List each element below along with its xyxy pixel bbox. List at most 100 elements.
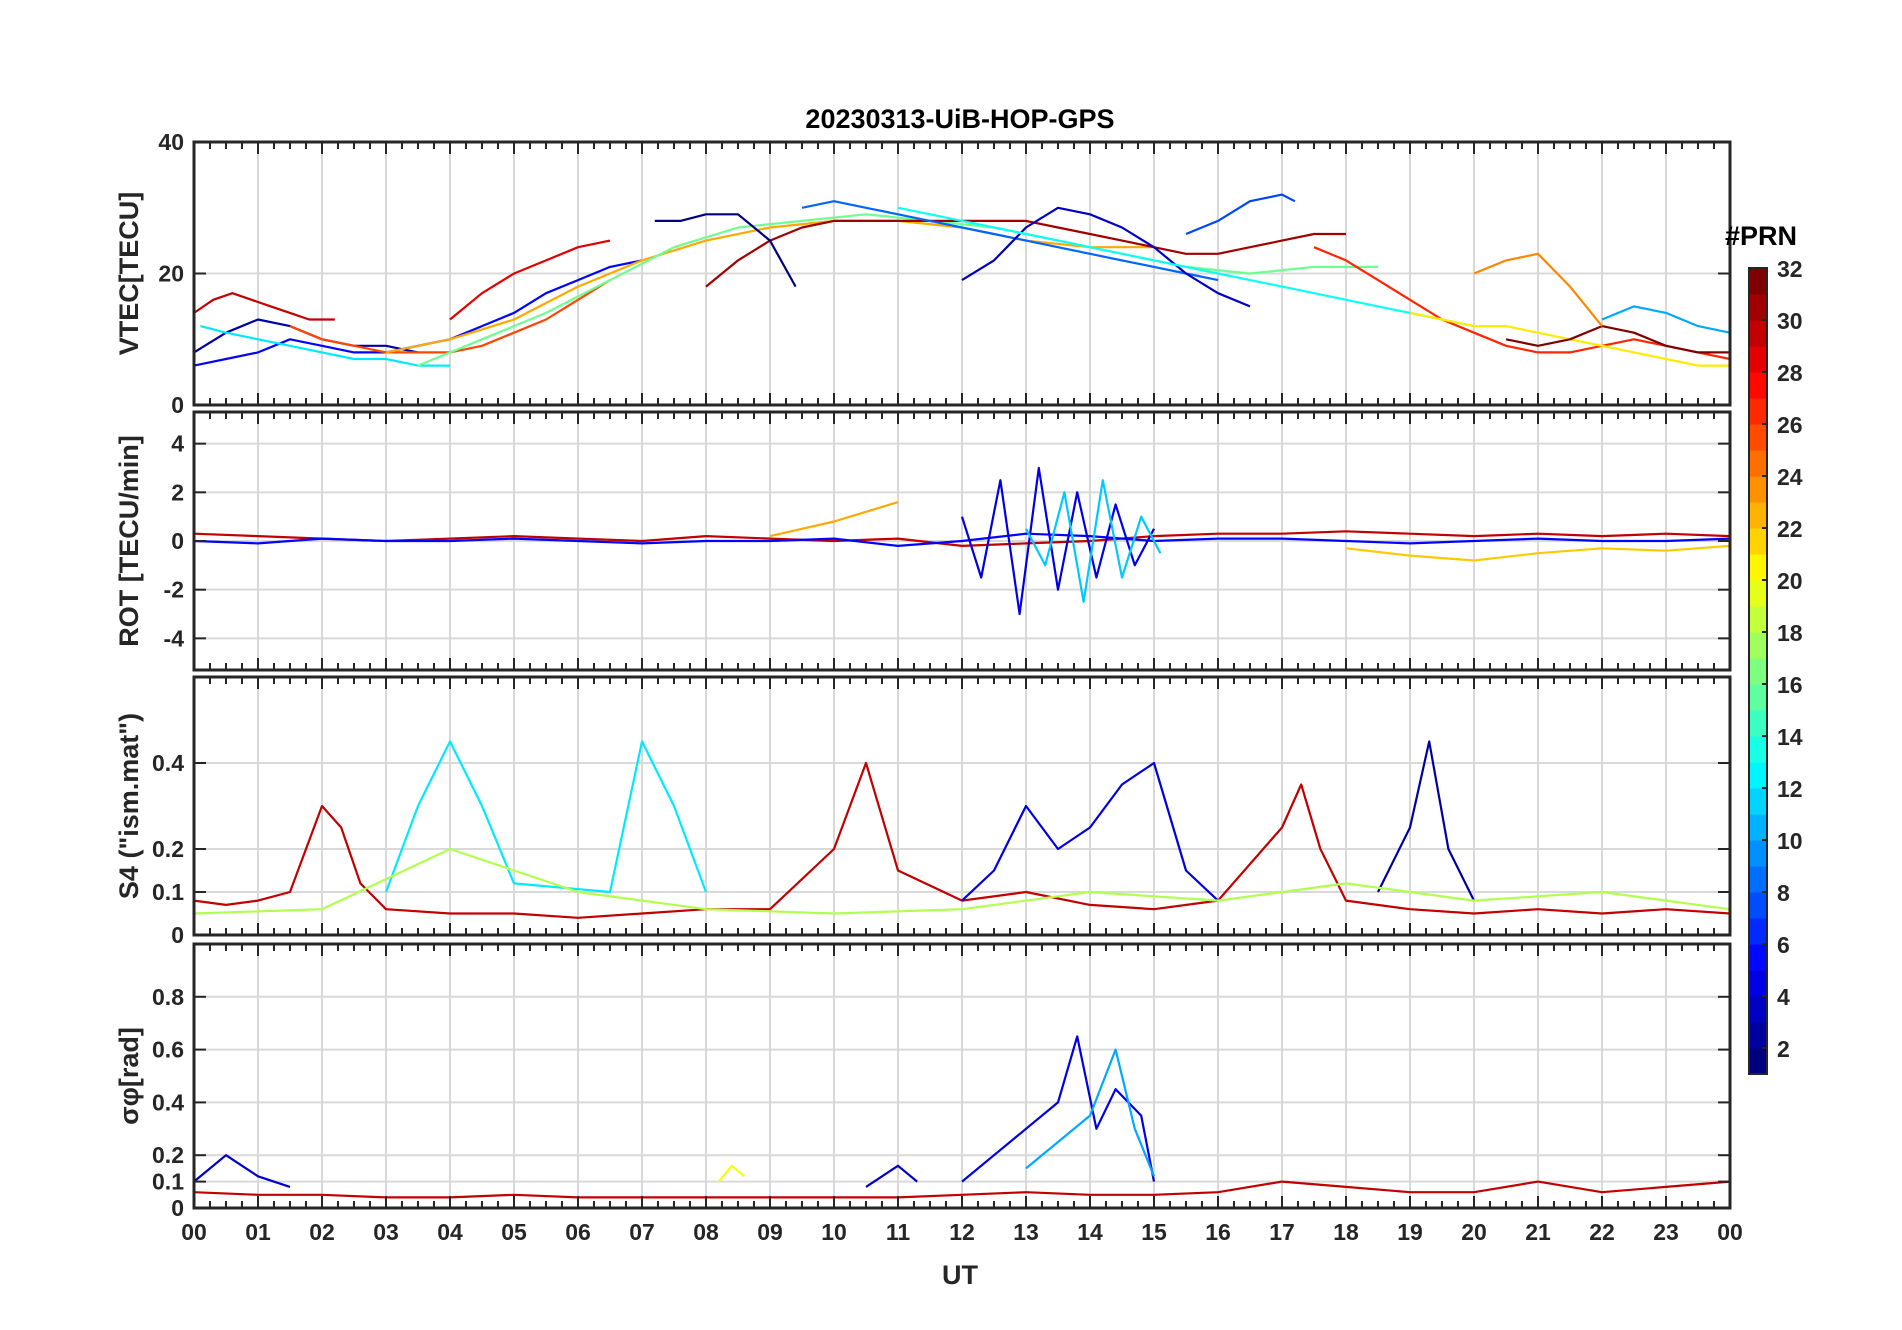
x-tick-label: 00 xyxy=(181,1219,207,1245)
y-tick-label: 40 xyxy=(158,129,184,155)
panel-sigphi: 00.10.2 0.4 0.6 0.8 σφ[rad] 00 01 02 03 04 05 06 07 0… xyxy=(114,942,1743,1245)
series-line-prn-7 xyxy=(1185,193,1296,236)
series-line-prn-29 xyxy=(449,239,611,321)
colorbar-tick-label: 4 xyxy=(1777,984,1790,1010)
series-line-prn-4 xyxy=(960,466,1155,616)
colorbar-segment xyxy=(1749,892,1767,919)
colorbar-segment xyxy=(1749,632,1767,659)
x-tick-label: 01 xyxy=(245,1219,271,1245)
y-tick-label: -4 xyxy=(164,625,185,651)
colorbar-segment xyxy=(1749,788,1767,815)
series-group xyxy=(194,466,1730,616)
colorbar-segment xyxy=(1749,502,1767,529)
series-line-prn-32 xyxy=(1505,325,1730,354)
series-line-prn-10 xyxy=(1025,1048,1156,1177)
colorbar-segment xyxy=(1749,996,1767,1023)
colorbar-segment xyxy=(1749,658,1767,685)
x-tick-label: 14 xyxy=(1077,1219,1103,1245)
colorbar-tick-label: 14 xyxy=(1777,724,1803,750)
y-tick-label: 0 xyxy=(171,1195,184,1221)
series-line-prn-5 xyxy=(194,532,1730,548)
colorbar-segment xyxy=(1749,918,1767,945)
y-axis-label: VTEC[TECU] xyxy=(114,192,144,356)
series-line-prn-31 xyxy=(705,219,1346,288)
colorbar-frame xyxy=(1748,267,1768,1075)
colorbar-tick-label: 28 xyxy=(1777,360,1803,386)
colorbar-segment xyxy=(1749,736,1767,763)
x-tick-label: 11 xyxy=(886,1219,911,1245)
x-tick-label: 13 xyxy=(1013,1219,1039,1245)
x-tick-label: 06 xyxy=(565,1219,591,1245)
colorbar-tick-label: 6 xyxy=(1777,932,1790,958)
series-line-prn-13 xyxy=(897,206,1475,328)
series-line-prn-4 xyxy=(961,1035,1156,1183)
colorbar-tick-label: 12 xyxy=(1777,776,1803,802)
series-group xyxy=(194,740,1730,919)
colorbar-segment xyxy=(1749,580,1767,607)
colorbar-segment xyxy=(1749,944,1767,971)
series-line-prn-3 xyxy=(961,206,1251,308)
series-line-prn-30 xyxy=(194,530,1730,548)
chart-title: 20230313-UiB-HOP-GPS xyxy=(805,104,1114,134)
x-tick-label: 17 xyxy=(1269,1219,1295,1245)
colorbar-segment xyxy=(1749,1022,1767,1049)
x-tick-label: 10 xyxy=(821,1219,847,1245)
series-line-prn-12 xyxy=(200,325,450,367)
x-axis-label: UT xyxy=(942,1260,978,1290)
y-axis-label: ROT [TECU/min] xyxy=(114,435,144,646)
y-axis-label: S4 ("ism.mat") xyxy=(114,713,144,899)
x-tick-label: 18 xyxy=(1333,1219,1359,1245)
colorbar-segment xyxy=(1749,762,1767,789)
colorbar-segment xyxy=(1749,814,1767,841)
x-tick-label: 08 xyxy=(693,1219,719,1245)
series-line-prn-22 xyxy=(1345,544,1730,562)
colorbar-segment xyxy=(1749,294,1767,321)
colorbar-segment xyxy=(1749,710,1767,737)
colorbar-segment xyxy=(1749,554,1767,581)
colorbar-tick-label: 2 xyxy=(1777,1036,1790,1062)
y-tick-label: 0.4 xyxy=(152,1089,184,1115)
colorbar-tick-label: 30 xyxy=(1777,308,1803,334)
series-line-prn-10 xyxy=(1601,305,1730,334)
x-tick-label: 16 xyxy=(1205,1219,1231,1245)
y-tick-label: 0 xyxy=(171,392,184,418)
series-group xyxy=(194,193,1730,367)
series-line-prn-1 xyxy=(654,213,797,288)
colorbar-tick-label: 26 xyxy=(1777,412,1803,438)
x-tick-label: 05 xyxy=(501,1219,527,1245)
colorbar-segment xyxy=(1749,606,1767,633)
colorbar-tick-label: 18 xyxy=(1777,620,1803,646)
x-tick-label: 21 xyxy=(1525,1219,1551,1245)
colorbar-segment xyxy=(1749,970,1767,997)
series-line-prn-4 xyxy=(961,761,1219,902)
series-line-prn-2 xyxy=(1377,740,1475,902)
x-tick-label: 20 xyxy=(1461,1219,1487,1245)
colorbar-segment xyxy=(1749,866,1767,893)
x-tick-label: 19 xyxy=(1397,1219,1423,1245)
y-tick-label: 0.1 xyxy=(152,879,184,905)
y-tick-label: 0.8 xyxy=(152,984,184,1010)
x-tick-label: 03 xyxy=(373,1219,399,1245)
colorbar-tick-label: 8 xyxy=(1777,880,1790,906)
x-tick-label: 02 xyxy=(309,1219,335,1245)
series-line-prn-23 xyxy=(769,501,899,538)
colorbar-segment xyxy=(1749,398,1767,425)
series-line-prn-24 xyxy=(1473,252,1603,327)
colorbar-segment xyxy=(1749,684,1767,711)
x-tick-label: 07 xyxy=(629,1219,655,1245)
y-tick-label: 0.2 xyxy=(152,836,184,862)
colorbar-title: #PRN xyxy=(1725,221,1797,251)
y-tick-label: 0.6 xyxy=(152,1037,184,1063)
y-tick-label: 2 xyxy=(171,479,184,505)
y-tick-label: 0 xyxy=(171,922,184,948)
y-tick-label: -2 xyxy=(164,577,184,603)
series-line-prn-18 xyxy=(194,847,1730,915)
colorbar-segment xyxy=(1749,320,1767,347)
colorbar-segment xyxy=(1749,424,1767,451)
y-tick-label: 4 xyxy=(171,431,184,457)
colorbar-segment xyxy=(1749,346,1767,373)
y-tick-label: 20 xyxy=(158,261,184,287)
colorbar-segment xyxy=(1749,372,1767,399)
